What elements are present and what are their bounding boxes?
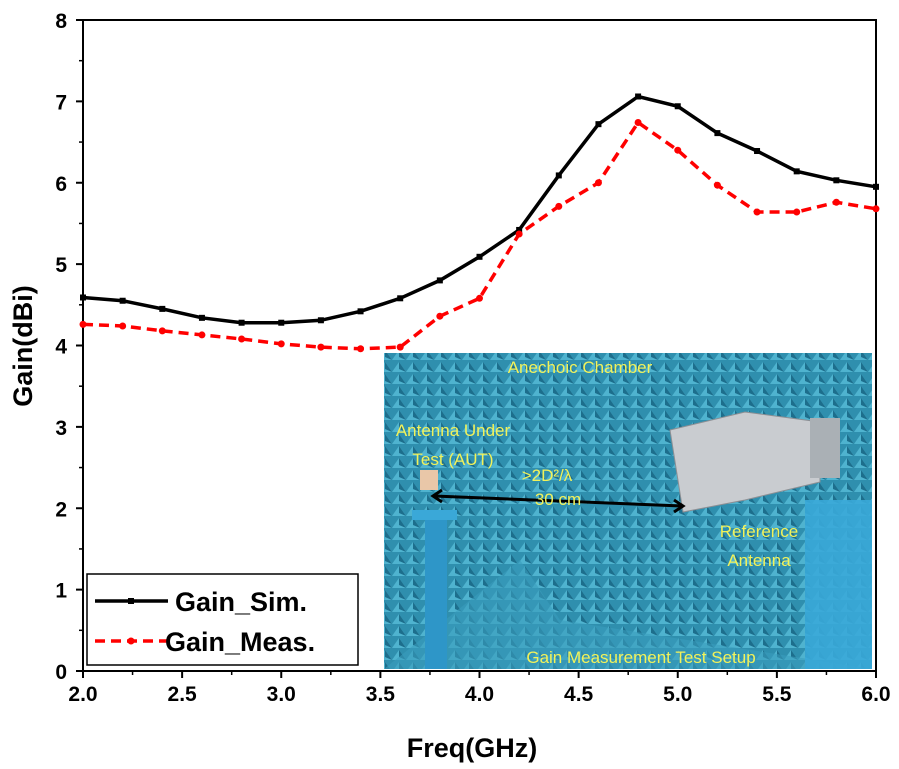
- data-point-meas: [832, 198, 840, 206]
- series-line-meas: [82, 120, 877, 351]
- x-tick-label: 3.0: [267, 683, 296, 706]
- aut-label-1: Antenna Under: [396, 421, 511, 440]
- data-point-meas: [198, 331, 206, 339]
- data-point-sim: [238, 319, 245, 326]
- data-point-sim: [476, 253, 483, 260]
- x-tick-label: 3.5: [366, 683, 396, 706]
- data-point-meas: [634, 119, 642, 127]
- data-point-sim: [714, 130, 721, 137]
- data-point-meas: [793, 208, 801, 216]
- reference-label-2: Antenna: [727, 551, 791, 570]
- data-point-sim: [555, 172, 562, 179]
- data-point-sim: [278, 319, 285, 326]
- data-point-meas: [79, 320, 87, 328]
- y-tick-label: 1: [55, 580, 67, 603]
- data-point-meas: [238, 335, 246, 343]
- y-tick-label: 7: [55, 91, 67, 114]
- data-point-meas: [872, 205, 880, 213]
- distance-label-2: 30 cm: [535, 490, 581, 509]
- data-point-sim: [357, 308, 364, 315]
- legend: Gain_Sim. Gain_Meas.: [86, 573, 359, 666]
- data-point-sim: [80, 294, 86, 301]
- data-point-sim: [317, 317, 324, 324]
- y-tick-label: 2: [55, 498, 67, 521]
- inset-caption: Gain Measurement Test Setup: [526, 648, 755, 667]
- x-tick-label: 2.5: [168, 683, 198, 706]
- y-axis-label: Gain(dBi): [8, 285, 38, 407]
- distance-arrow: [433, 494, 683, 508]
- data-point-meas: [555, 202, 563, 210]
- data-point-sim: [159, 305, 166, 312]
- x-tick-label: 4.0: [465, 683, 494, 706]
- data-point-sim: [516, 226, 523, 233]
- distance-label-1: >2D²/λ: [522, 466, 573, 485]
- x-axis-label: Freq(GHz): [407, 733, 538, 763]
- x-tick-label: 5.5: [762, 683, 792, 706]
- data-point-sim: [754, 148, 761, 155]
- legend-marker-meas: [127, 637, 135, 645]
- legend-label-meas: Gain_Meas.: [165, 627, 315, 657]
- y-tick-label: 4: [55, 336, 67, 359]
- data-point-sim: [793, 168, 800, 175]
- data-point-meas: [476, 294, 483, 302]
- x-tick-label: 6.0: [861, 683, 890, 706]
- data-point-meas: [515, 230, 523, 238]
- data-point-meas: [158, 327, 166, 335]
- data-point-sim: [873, 183, 879, 190]
- aut-label-2: Test (AUT): [412, 450, 493, 469]
- data-point-meas: [594, 179, 602, 187]
- data-point-meas: [674, 146, 682, 154]
- data-point-meas: [436, 312, 444, 320]
- x-tick-label: 2.0: [68, 683, 97, 706]
- data-point-sim: [674, 103, 681, 110]
- x-tick-label: 5.0: [663, 683, 692, 706]
- y-tick-label: 8: [55, 10, 67, 33]
- data-point-sim: [595, 121, 602, 128]
- data-point-meas: [317, 343, 325, 351]
- data-point-sim: [833, 177, 840, 184]
- data-point-meas: [753, 208, 761, 216]
- data-point-meas: [713, 181, 721, 189]
- legend-label-sim: Gain_Sim.: [175, 587, 307, 617]
- y-tick-label: 6: [55, 173, 67, 196]
- y-tick-label: 3: [55, 417, 67, 440]
- data-point-meas: [277, 340, 285, 348]
- data-point-sim: [198, 314, 205, 321]
- data-point-meas: [119, 322, 127, 330]
- data-point-meas: [357, 345, 365, 353]
- inset-title: Anechoic Chamber: [508, 358, 653, 377]
- y-tick-label: 5: [55, 254, 67, 277]
- legend-marker-sim: [128, 598, 134, 604]
- data-point-sim: [436, 277, 443, 284]
- x-tick-label: 4.5: [564, 683, 594, 706]
- data-point-sim: [397, 295, 404, 302]
- data-point-sim: [635, 93, 642, 100]
- y-tick-label: 0: [55, 661, 67, 684]
- data-point-sim: [119, 297, 126, 304]
- inset-photo-anechoic-chamber: Anechoic Chamber Antenna Under Test (AUT…: [384, 353, 872, 669]
- data-point-meas: [396, 343, 404, 351]
- reference-label-1: Reference: [720, 522, 798, 541]
